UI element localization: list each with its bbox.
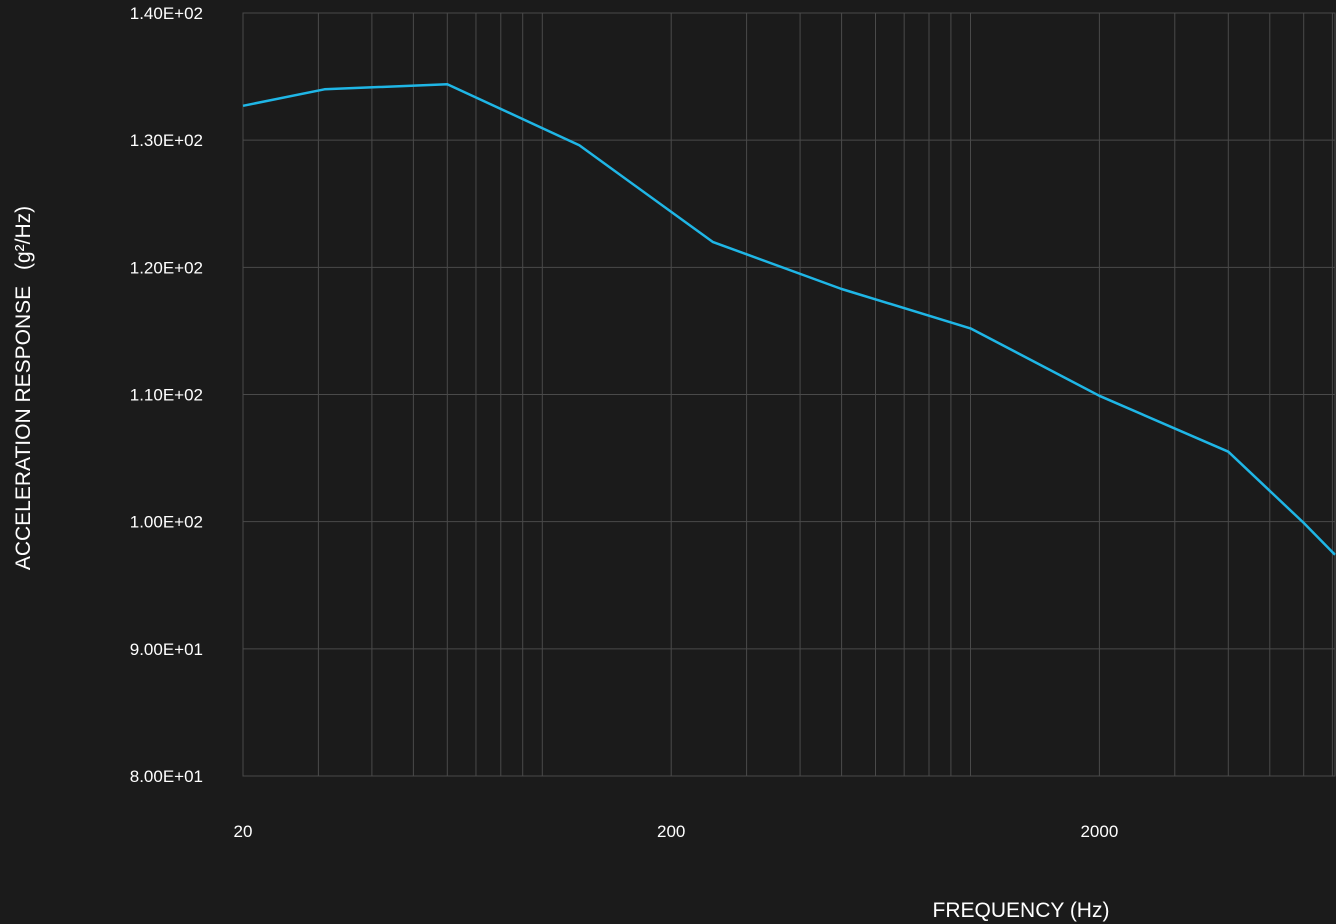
x-axis-title: FREQUENCY (Hz) — [933, 899, 1110, 922]
series-layer — [242, 82, 1336, 556]
y-tick-label: 1.20E+02 — [130, 258, 203, 277]
x-tick-label: 2000 — [1080, 822, 1118, 841]
x-tick-label: 20 — [234, 822, 253, 841]
y-tick-label: 1.00E+02 — [130, 513, 203, 532]
x-tick-label: 200 — [657, 822, 685, 841]
y-tick-labels: 8.00E+01 9.00E+01 1.00E+02 1.10E+02 1.20E+02… — [130, 4, 203, 786]
y-tick-label: 1.10E+02 — [130, 386, 203, 405]
y-tick-label: 9.00E+01 — [130, 640, 203, 659]
y-axis-title: ACCELERATION RESPONSE (g²/Hz) — [12, 206, 35, 570]
x-tick-labels: 20 200 2000 — [234, 822, 1119, 841]
y-tick-label: 1.30E+02 — [130, 131, 203, 150]
y-tick-label: 1.40E+02 — [130, 4, 203, 23]
horizontal-grid-lines — [243, 139, 1335, 650]
plot-frame — [242, 12, 1336, 777]
y-axis-title-main: ACCELERATION RESPONSE — [12, 286, 35, 570]
y-axis-title-unit: (g²/Hz) — [12, 206, 35, 270]
series-line — [242, 82, 1336, 556]
y-tick-label: 8.00E+01 — [130, 767, 203, 786]
